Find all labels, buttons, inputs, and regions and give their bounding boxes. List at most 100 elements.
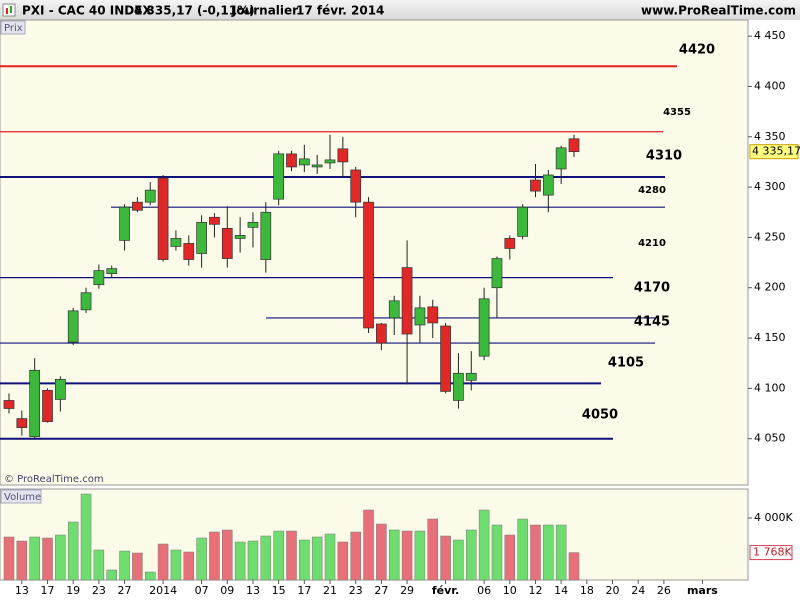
panel-label: Volume [4, 492, 41, 503]
symbol: PXI - CAC 40 INDEX [22, 4, 152, 18]
candle-body [555, 147, 567, 170]
x-tick-label: 2014 [149, 584, 177, 597]
level-label: 4170 [634, 281, 670, 296]
x-tick-label: 09 [220, 584, 234, 597]
volume-bar [414, 530, 426, 581]
volume-bar [42, 537, 53, 581]
candle-body [465, 372, 477, 381]
candle-body [209, 216, 220, 225]
candle-body [157, 177, 169, 260]
x-tick-label: 13 [246, 584, 260, 597]
candle-body [234, 235, 246, 239]
level-label: 4145 [634, 315, 670, 330]
volume-bar [132, 552, 143, 581]
x-tick-label: 26 [657, 584, 671, 597]
candle-body [363, 201, 374, 329]
candle-body [388, 300, 400, 319]
candle-body [80, 292, 92, 311]
x-tick-label: 18 [580, 584, 594, 597]
panel-tag [0, 20, 26, 35]
price-panel [0, 19, 749, 486]
volume-bar [427, 518, 438, 581]
candle-body [132, 201, 143, 211]
candle-body [3, 400, 15, 409]
credit: © ProRealTime.com [4, 474, 104, 485]
y-tick-label: 4 050 [754, 432, 786, 445]
x-tick-label: 12 [528, 584, 542, 597]
volume-bar [16, 540, 28, 581]
volume-bar [93, 549, 105, 581]
panel-label: Prix [4, 23, 23, 34]
volume-bar [80, 493, 92, 581]
candle-body [247, 221, 259, 228]
x-tick-label: 13 [15, 584, 29, 597]
volume-bar [55, 534, 66, 581]
volume-bar [144, 571, 156, 581]
candle-body [453, 372, 464, 401]
volume-bar [234, 541, 246, 581]
volume-bar [106, 569, 117, 581]
period: Journalier [231, 4, 298, 18]
app-icon [2, 3, 16, 17]
candle-body [170, 238, 182, 247]
candle-body [337, 148, 349, 163]
volume-bar [286, 530, 297, 581]
site[interactable]: www.ProRealTime.com [641, 4, 796, 18]
volume-bar [363, 509, 374, 581]
x-tick-label: 29 [400, 584, 414, 597]
volume-bar [350, 531, 361, 581]
volume-bar [530, 524, 541, 581]
volume-bar [337, 541, 349, 581]
y-tick-label: 4 150 [754, 331, 786, 344]
volume-bar [29, 536, 40, 581]
last-value-label: 1 768K [753, 546, 792, 559]
x-tick-label: 23 [349, 584, 363, 597]
candle-body [42, 390, 53, 422]
candle-body [440, 325, 451, 392]
y-tick-label: 4 300 [754, 180, 786, 193]
volume-bar [568, 552, 580, 581]
x-tick-label: 23 [92, 584, 106, 597]
volume-bar [401, 530, 413, 581]
candle-body [568, 138, 580, 153]
x-tick-label: 17 [297, 584, 311, 597]
candle-body [350, 169, 362, 203]
volume-bar [196, 537, 207, 581]
x-tick-label: 17 [41, 584, 55, 597]
volume-bar [478, 509, 490, 581]
x-tick-label: 15 [272, 584, 286, 597]
volume-bar [517, 518, 528, 581]
volume-bar [3, 536, 15, 581]
level-label: 4355 [663, 107, 691, 118]
volume-bar [157, 543, 169, 581]
volume-bar [170, 549, 182, 581]
volume-bar [222, 529, 233, 581]
volume-bar [260, 535, 272, 581]
level-label: 4105 [608, 356, 644, 371]
app-icon-bar [10, 6, 12, 13]
candle-body [119, 206, 130, 241]
panel-tag [0, 489, 42, 504]
y-tick-label: 4 450 [754, 29, 786, 42]
volume-bar [388, 529, 400, 581]
candle-body [29, 369, 41, 438]
candle-body [183, 243, 195, 260]
volume-bar [324, 533, 336, 581]
candle-body [376, 323, 387, 344]
volume-bar [440, 535, 451, 581]
volume-bar [543, 524, 554, 581]
candle-body [517, 206, 528, 237]
app-icon-bar [6, 8, 8, 14]
volume-bar [183, 551, 195, 581]
candle-body [491, 258, 503, 289]
volume-bar [311, 536, 323, 581]
x-tick-label: 19 [66, 584, 80, 597]
x-tick-label: 27 [374, 584, 388, 597]
header-bar [0, 0, 800, 20]
volume-bar [209, 531, 220, 581]
x-tick-label: 21 [323, 584, 337, 597]
date: 17 févr. 2014 [296, 4, 384, 18]
x-tick-label: 24 [631, 584, 645, 597]
candle-body [16, 418, 28, 428]
